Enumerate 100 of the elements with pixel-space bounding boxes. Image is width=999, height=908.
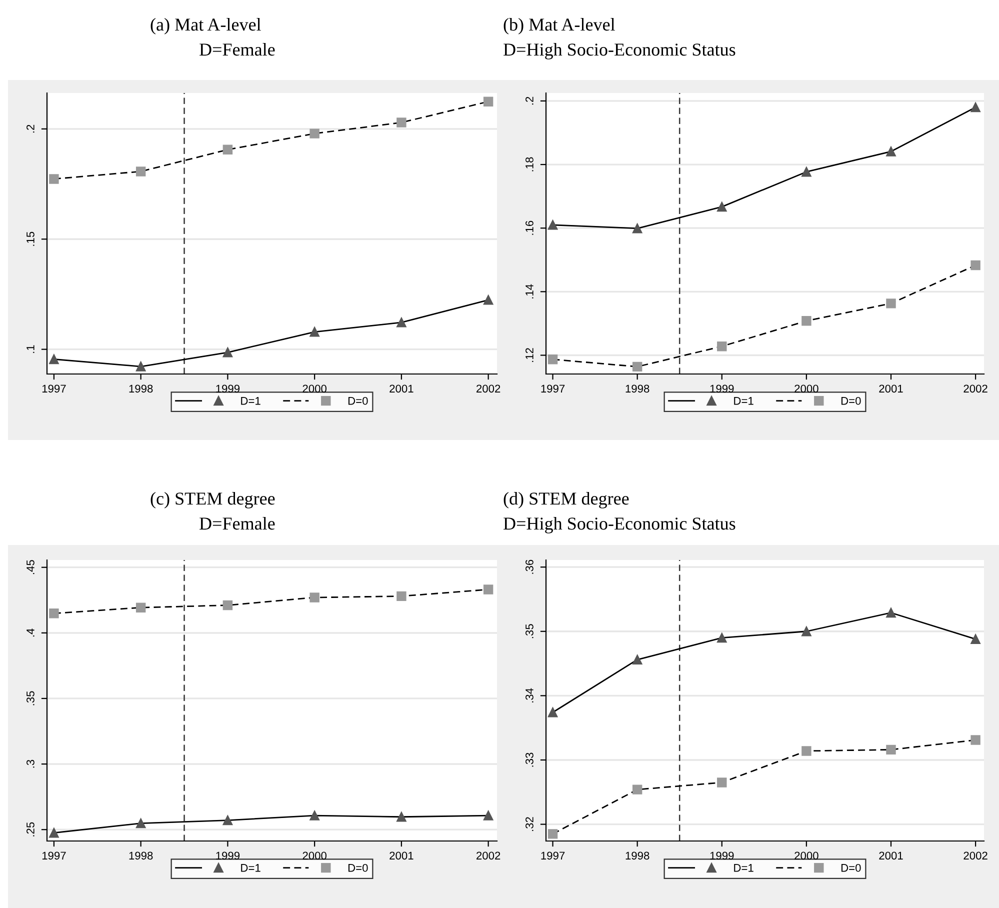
point	[717, 632, 727, 643]
point	[483, 295, 494, 305]
chart-title: (b) Mat A-level	[504, 18, 615, 34]
point	[222, 600, 233, 610]
point	[548, 829, 558, 839]
point	[483, 584, 494, 594]
chart-title: (a) Mat A-level	[150, 18, 261, 34]
point	[222, 348, 233, 358]
point	[49, 354, 59, 364]
x-tick-label: 1998	[626, 852, 650, 860]
x-tick-label: 2000	[302, 852, 326, 860]
y-tick-label: .35	[26, 691, 34, 706]
point	[49, 174, 59, 184]
point	[802, 626, 812, 636]
point	[310, 592, 320, 602]
point	[136, 362, 146, 372]
x-tick-label: 2002	[476, 852, 500, 860]
point	[483, 810, 494, 820]
legend-label: D=1	[734, 397, 754, 405]
x-tick-label: 1997	[42, 852, 66, 860]
y-tick-label: .4	[26, 628, 34, 637]
x-tick-label: 1998	[626, 384, 650, 393]
chart-subtitle: D=High Socio-Economic Status	[504, 517, 736, 534]
legend-label: D=1	[734, 864, 754, 872]
chart-title: (d) STEM degree	[504, 492, 629, 508]
x-tick-label: 2001	[879, 384, 903, 393]
x-tick-label: 1999	[216, 384, 240, 393]
point	[49, 828, 59, 838]
x-tick-label: 1997	[42, 384, 66, 393]
y-tick-label: .16	[526, 220, 534, 235]
x-tick-label: 2000	[794, 852, 818, 860]
x-tick-label: 1997	[541, 852, 565, 860]
point	[548, 354, 558, 364]
x-tick-label: 2002	[964, 384, 988, 393]
point	[483, 96, 494, 106]
legend-label: D=0	[348, 396, 368, 405]
point	[717, 202, 727, 212]
point	[310, 128, 320, 138]
point	[136, 602, 146, 612]
point	[632, 224, 642, 234]
x-tick-label: 1997	[541, 384, 565, 393]
x-tick-label: 1999	[710, 384, 734, 393]
x-tick-label: 1998	[129, 384, 153, 393]
point	[717, 778, 727, 788]
point	[548, 220, 558, 230]
y-tick-label: .15	[26, 232, 34, 246]
y-tick-label: .25	[26, 822, 34, 836]
y-tick-label: .33	[526, 752, 534, 767]
point	[548, 708, 558, 718]
legend-label: D=0	[348, 864, 368, 872]
point	[396, 812, 406, 822]
y-tick-label: .32	[526, 817, 534, 831]
x-tick-label: 1999	[710, 852, 734, 860]
point	[49, 608, 59, 618]
y-tick-label: .36	[526, 560, 534, 574]
point	[222, 815, 233, 826]
point	[632, 784, 642, 794]
y-tick-label: .35	[526, 624, 534, 638]
y-tick-label: .18	[526, 157, 534, 172]
x-tick-label: 2001	[390, 852, 414, 860]
point	[886, 146, 896, 156]
chart-subtitle: D=Female	[200, 43, 275, 56]
x-tick-label: 2002	[964, 852, 988, 860]
chart-subtitle: D=High Socio-Economic Status	[504, 43, 736, 60]
y-tick-label: .12	[526, 348, 534, 362]
point	[886, 744, 896, 755]
point	[136, 818, 146, 828]
point	[632, 654, 642, 665]
point	[310, 327, 320, 337]
y-tick-label: .14	[526, 284, 534, 298]
point	[802, 316, 812, 326]
point	[970, 634, 980, 644]
point	[717, 341, 727, 352]
y-tick-label: .2	[526, 96, 534, 105]
point	[802, 746, 812, 756]
point	[222, 144, 233, 154]
y-tick-label: .2	[26, 124, 34, 133]
x-tick-label: 1998	[129, 852, 153, 860]
y-tick-label: .3	[26, 760, 34, 768]
point	[396, 318, 406, 328]
point	[396, 118, 406, 128]
x-tick-label: 2002	[476, 384, 500, 393]
x-tick-label: 2000	[794, 384, 818, 393]
x-tick-label: 2001	[879, 852, 903, 860]
point	[970, 260, 980, 270]
y-tick-label: .45	[26, 560, 34, 574]
legend-label: D=0	[841, 396, 861, 405]
y-tick-label: .1	[26, 345, 34, 353]
y-tick-label: .34	[526, 688, 534, 702]
point	[310, 810, 320, 820]
x-tick-label: 2001	[390, 384, 414, 393]
legend-label: D=1	[241, 864, 260, 872]
point	[970, 102, 980, 112]
point	[886, 298, 896, 308]
point	[632, 362, 642, 372]
point	[970, 735, 980, 745]
legend-label: D=1	[241, 397, 260, 405]
point	[802, 166, 812, 177]
x-tick-label: 2000	[302, 384, 326, 393]
chart-subtitle: D=Female	[200, 517, 275, 530]
